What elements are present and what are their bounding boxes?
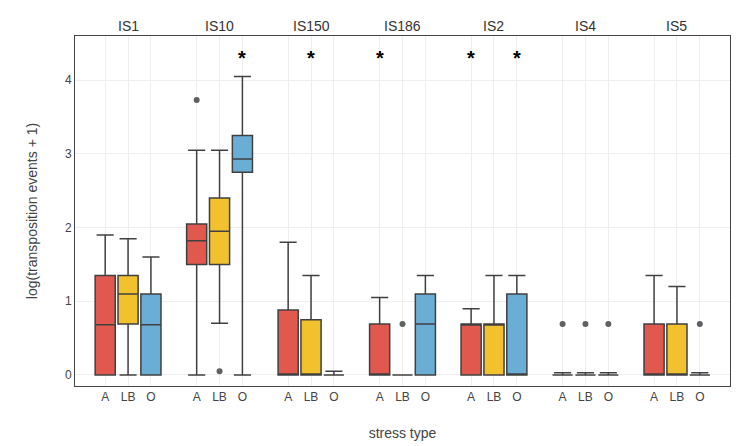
svg-text:3: 3 [65, 147, 72, 161]
svg-text:A: A [376, 390, 384, 404]
svg-text:IS186: IS186 [384, 18, 421, 34]
svg-text:O: O [421, 390, 430, 404]
svg-text:IS150: IS150 [293, 18, 330, 34]
svg-text:*: * [513, 47, 521, 69]
svg-text:2: 2 [65, 221, 72, 235]
svg-text:A: A [467, 390, 475, 404]
svg-text:LB: LB [578, 390, 593, 404]
svg-text:*: * [467, 47, 475, 69]
svg-text:*: * [238, 47, 246, 69]
svg-text:O: O [329, 390, 338, 404]
svg-text:LB: LB [121, 390, 136, 404]
svg-text:LB: LB [395, 390, 410, 404]
svg-text:*: * [307, 47, 315, 69]
svg-text:O: O [695, 390, 704, 404]
svg-text:LB: LB [212, 390, 227, 404]
svg-text:log(transposition events + 1): log(transposition events + 1) [24, 123, 40, 299]
svg-text:LB: LB [487, 390, 502, 404]
svg-text:O: O [512, 390, 521, 404]
svg-text:IS2: IS2 [483, 18, 504, 34]
svg-text:O: O [604, 390, 613, 404]
svg-text:*: * [376, 47, 384, 69]
svg-text:IS10: IS10 [205, 18, 234, 34]
svg-text:0: 0 [65, 368, 72, 382]
svg-text:A: A [101, 390, 109, 404]
svg-text:4: 4 [65, 73, 72, 87]
svg-text:O: O [146, 390, 155, 404]
svg-text:1: 1 [65, 294, 72, 308]
svg-text:IS4: IS4 [575, 18, 596, 34]
svg-text:LB: LB [304, 390, 319, 404]
svg-text:IS5: IS5 [666, 18, 687, 34]
svg-text:O: O [238, 390, 247, 404]
svg-text:IS1: IS1 [118, 18, 139, 34]
svg-text:stress type: stress type [369, 425, 437, 441]
svg-text:A: A [559, 390, 567, 404]
svg-text:A: A [284, 390, 292, 404]
svg-text:A: A [650, 390, 658, 404]
svg-text:A: A [193, 390, 201, 404]
svg-text:LB: LB [670, 390, 685, 404]
